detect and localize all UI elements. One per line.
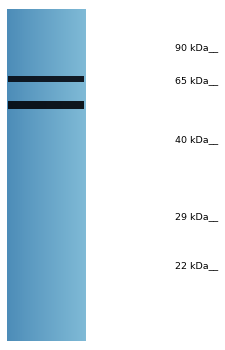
Bar (66, 9, 67, 341)
Bar (76, 9, 77, 341)
Bar (36, 9, 38, 341)
Bar (14, 9, 15, 341)
Bar (38, 9, 39, 341)
Bar (8, 76, 84, 82)
Bar (35, 9, 36, 341)
Bar (81, 9, 83, 341)
Bar (33, 9, 34, 341)
Bar (59, 9, 60, 341)
Bar (39, 9, 40, 341)
Bar (77, 9, 78, 341)
Bar (68, 9, 69, 341)
Text: 29 kDa__: 29 kDa__ (175, 212, 218, 222)
Bar (16, 9, 17, 341)
Bar (29, 9, 31, 341)
Bar (72, 9, 73, 341)
Bar (34, 9, 36, 341)
Bar (49, 9, 50, 341)
Bar (74, 9, 75, 341)
Bar (30, 9, 32, 341)
Bar (55, 9, 56, 341)
Bar (20, 9, 21, 341)
Bar (64, 9, 65, 341)
Bar (50, 9, 51, 341)
Bar (10, 9, 11, 341)
Bar (46, 9, 47, 341)
Bar (52, 9, 53, 341)
Bar (17, 9, 18, 341)
Bar (18, 9, 20, 341)
Bar (51, 9, 52, 341)
Bar (65, 9, 66, 341)
Bar (9, 9, 10, 341)
Bar (20, 9, 22, 341)
Bar (25, 9, 26, 341)
Bar (8, 9, 9, 341)
Bar (18, 9, 19, 341)
Bar (83, 9, 85, 341)
Bar (8, 101, 84, 109)
Bar (63, 9, 64, 341)
Bar (27, 9, 29, 341)
Bar (71, 9, 72, 341)
Bar (83, 9, 84, 341)
Text: 22 kDa__: 22 kDa__ (175, 261, 218, 271)
Bar (81, 9, 82, 341)
Bar (25, 9, 27, 341)
Bar (15, 9, 16, 341)
Bar (7, 9, 8, 341)
Bar (23, 9, 25, 341)
Bar (85, 9, 86, 341)
Bar (70, 9, 71, 341)
Bar (79, 9, 80, 341)
Text: 40 kDa__: 40 kDa__ (175, 135, 218, 145)
Text: 65 kDa__: 65 kDa__ (175, 76, 218, 85)
Bar (12, 9, 13, 341)
Bar (27, 9, 28, 341)
Bar (28, 9, 30, 341)
Bar (11, 9, 12, 341)
Bar (53, 9, 54, 341)
Bar (80, 9, 81, 341)
Bar (22, 9, 23, 341)
Bar (54, 9, 55, 341)
Bar (58, 9, 59, 341)
Bar (61, 9, 62, 341)
Bar (43, 9, 44, 341)
Bar (48, 9, 49, 341)
Bar (37, 9, 38, 341)
Bar (41, 9, 42, 341)
Bar (42, 9, 43, 341)
Text: 90 kDa__: 90 kDa__ (175, 43, 218, 52)
Bar (31, 9, 33, 341)
Bar (75, 9, 76, 341)
Bar (13, 9, 14, 341)
Bar (22, 9, 24, 341)
Bar (67, 9, 68, 341)
Bar (40, 9, 41, 341)
Bar (45, 9, 46, 341)
Bar (56, 9, 57, 341)
Bar (32, 9, 34, 341)
Bar (57, 9, 58, 341)
Bar (47, 9, 48, 341)
Bar (44, 9, 45, 341)
Bar (78, 9, 79, 341)
Bar (60, 9, 61, 341)
Bar (62, 9, 63, 341)
Bar (73, 9, 74, 341)
Bar (69, 9, 70, 341)
